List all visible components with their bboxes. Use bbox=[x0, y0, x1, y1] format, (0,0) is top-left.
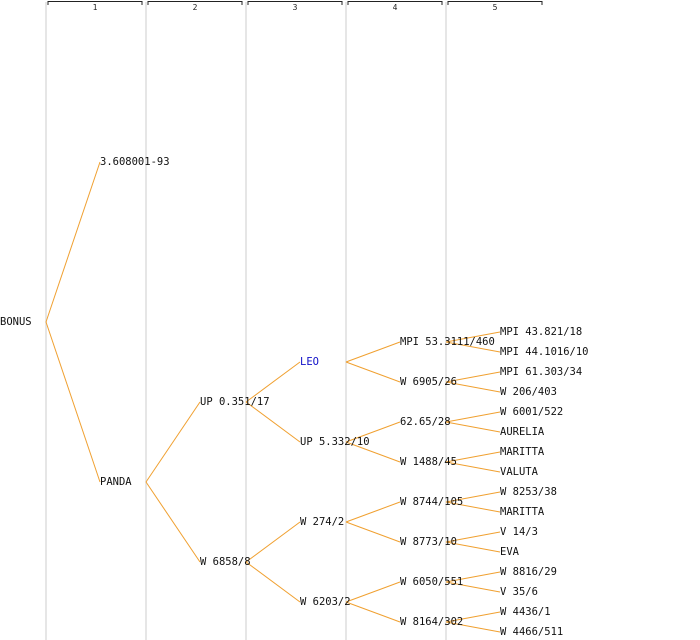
tree-edge bbox=[245, 561, 301, 603]
generation-bracket-3 bbox=[247, 1, 343, 5]
tree-node-label: W 6203/2 bbox=[300, 596, 351, 608]
tree-edge bbox=[145, 401, 201, 483]
tree-node-label: W 4466/511 bbox=[500, 626, 563, 638]
tree-node-label: MPI 53.3111/460 bbox=[400, 336, 495, 348]
tree-edge bbox=[345, 501, 401, 523]
tree-node-label: UP 5.332/10 bbox=[300, 436, 370, 448]
generation-number: 2 bbox=[193, 3, 198, 12]
tree-node-label: W 8773/10 bbox=[400, 536, 457, 548]
tree-node-label: W 4436/1 bbox=[500, 606, 551, 618]
tree-edge bbox=[345, 341, 401, 363]
tree-node-label: W 206/403 bbox=[500, 386, 557, 398]
tree-node-label: LEO bbox=[300, 356, 319, 368]
tree-node-label: W 6858/8 bbox=[200, 556, 251, 568]
generation-bracket-4 bbox=[347, 1, 443, 5]
tree-node-label: W 8816/29 bbox=[500, 566, 557, 578]
tree-edge bbox=[345, 601, 401, 623]
tree-node-label: VALUTA bbox=[500, 466, 539, 478]
tree-edge bbox=[445, 371, 501, 383]
tree-node-label: 62.65/28 bbox=[400, 416, 451, 428]
tree-node-label: W 274/2 bbox=[300, 516, 344, 528]
tree-node-label: AURELIA bbox=[500, 426, 545, 438]
generation-number: 5 bbox=[493, 3, 498, 12]
tree-node-label: MARITTA bbox=[500, 506, 545, 518]
tree-edge bbox=[445, 621, 501, 633]
tree-edge bbox=[345, 421, 401, 443]
tree-edge bbox=[245, 521, 301, 563]
tree-node-label: W 6905/26 bbox=[400, 376, 457, 388]
tree-edge bbox=[445, 491, 501, 503]
tree-node-label: V 14/3 bbox=[500, 526, 538, 538]
tree-node-label: W 6001/522 bbox=[500, 406, 563, 418]
tree-edge bbox=[345, 581, 401, 603]
tree-node-label: W 8164/302 bbox=[400, 616, 463, 628]
tree-edge bbox=[445, 571, 501, 583]
tree-edge bbox=[445, 531, 501, 543]
tree-edge bbox=[445, 581, 501, 593]
tree-edge bbox=[245, 361, 301, 403]
tree-edge bbox=[245, 401, 301, 443]
generation-number: 4 bbox=[393, 3, 398, 12]
generation-header: 1 2 3 4 5 bbox=[47, 1, 543, 12]
tree-edge bbox=[445, 411, 501, 423]
generation-bracket-1 bbox=[47, 1, 143, 5]
tree-node-label: MARITTA bbox=[500, 446, 545, 458]
tree-edge bbox=[45, 161, 101, 323]
tree-node-label: W 6050/551 bbox=[400, 576, 463, 588]
tree-edge bbox=[345, 361, 401, 383]
tree-node-label: W 8744/105 bbox=[400, 496, 463, 508]
tree-node-label: EVA bbox=[500, 546, 520, 558]
generation-number: 3 bbox=[293, 3, 298, 12]
tree-edge bbox=[345, 441, 401, 463]
tree-edge bbox=[445, 461, 501, 473]
tree-edge bbox=[445, 541, 501, 553]
tree-edge bbox=[345, 521, 401, 543]
tree-node-label: W 1488/45 bbox=[400, 456, 457, 468]
generation-number: 1 bbox=[93, 3, 98, 12]
tree-node-label: MPI 43.821/18 bbox=[500, 326, 582, 338]
tree-node-label: MPI 61.303/34 bbox=[500, 366, 582, 378]
tree-edges bbox=[45, 161, 501, 633]
tree-node-label: W 8253/38 bbox=[500, 486, 557, 498]
generation-bracket-5 bbox=[447, 1, 543, 5]
tree-edge bbox=[445, 501, 501, 513]
tree-edge bbox=[445, 331, 501, 343]
tree-edge bbox=[445, 611, 501, 623]
column-guides bbox=[45, 2, 447, 640]
tree-node-label: V 35/6 bbox=[500, 586, 538, 598]
tree-node-label: PANDA bbox=[100, 476, 132, 488]
tree-nodes: BONUS 3.608001-93 PANDA UP 0.351/17 LEO MPI 5… bbox=[0, 156, 589, 638]
tree-edge bbox=[145, 481, 201, 563]
tree-edge bbox=[445, 381, 501, 393]
tree-edge bbox=[445, 341, 501, 353]
tree-edge bbox=[445, 421, 501, 433]
tree-node-label: 3.608001-93 bbox=[100, 156, 170, 168]
tree-edge bbox=[45, 321, 101, 483]
tree-node-label: BONUS bbox=[0, 316, 32, 328]
tree-edge bbox=[445, 451, 501, 463]
generation-bracket-2 bbox=[147, 1, 243, 5]
tree-node-label: UP 0.351/17 bbox=[200, 396, 270, 408]
tree-node-label: MPI 44.1016/10 bbox=[500, 346, 589, 358]
